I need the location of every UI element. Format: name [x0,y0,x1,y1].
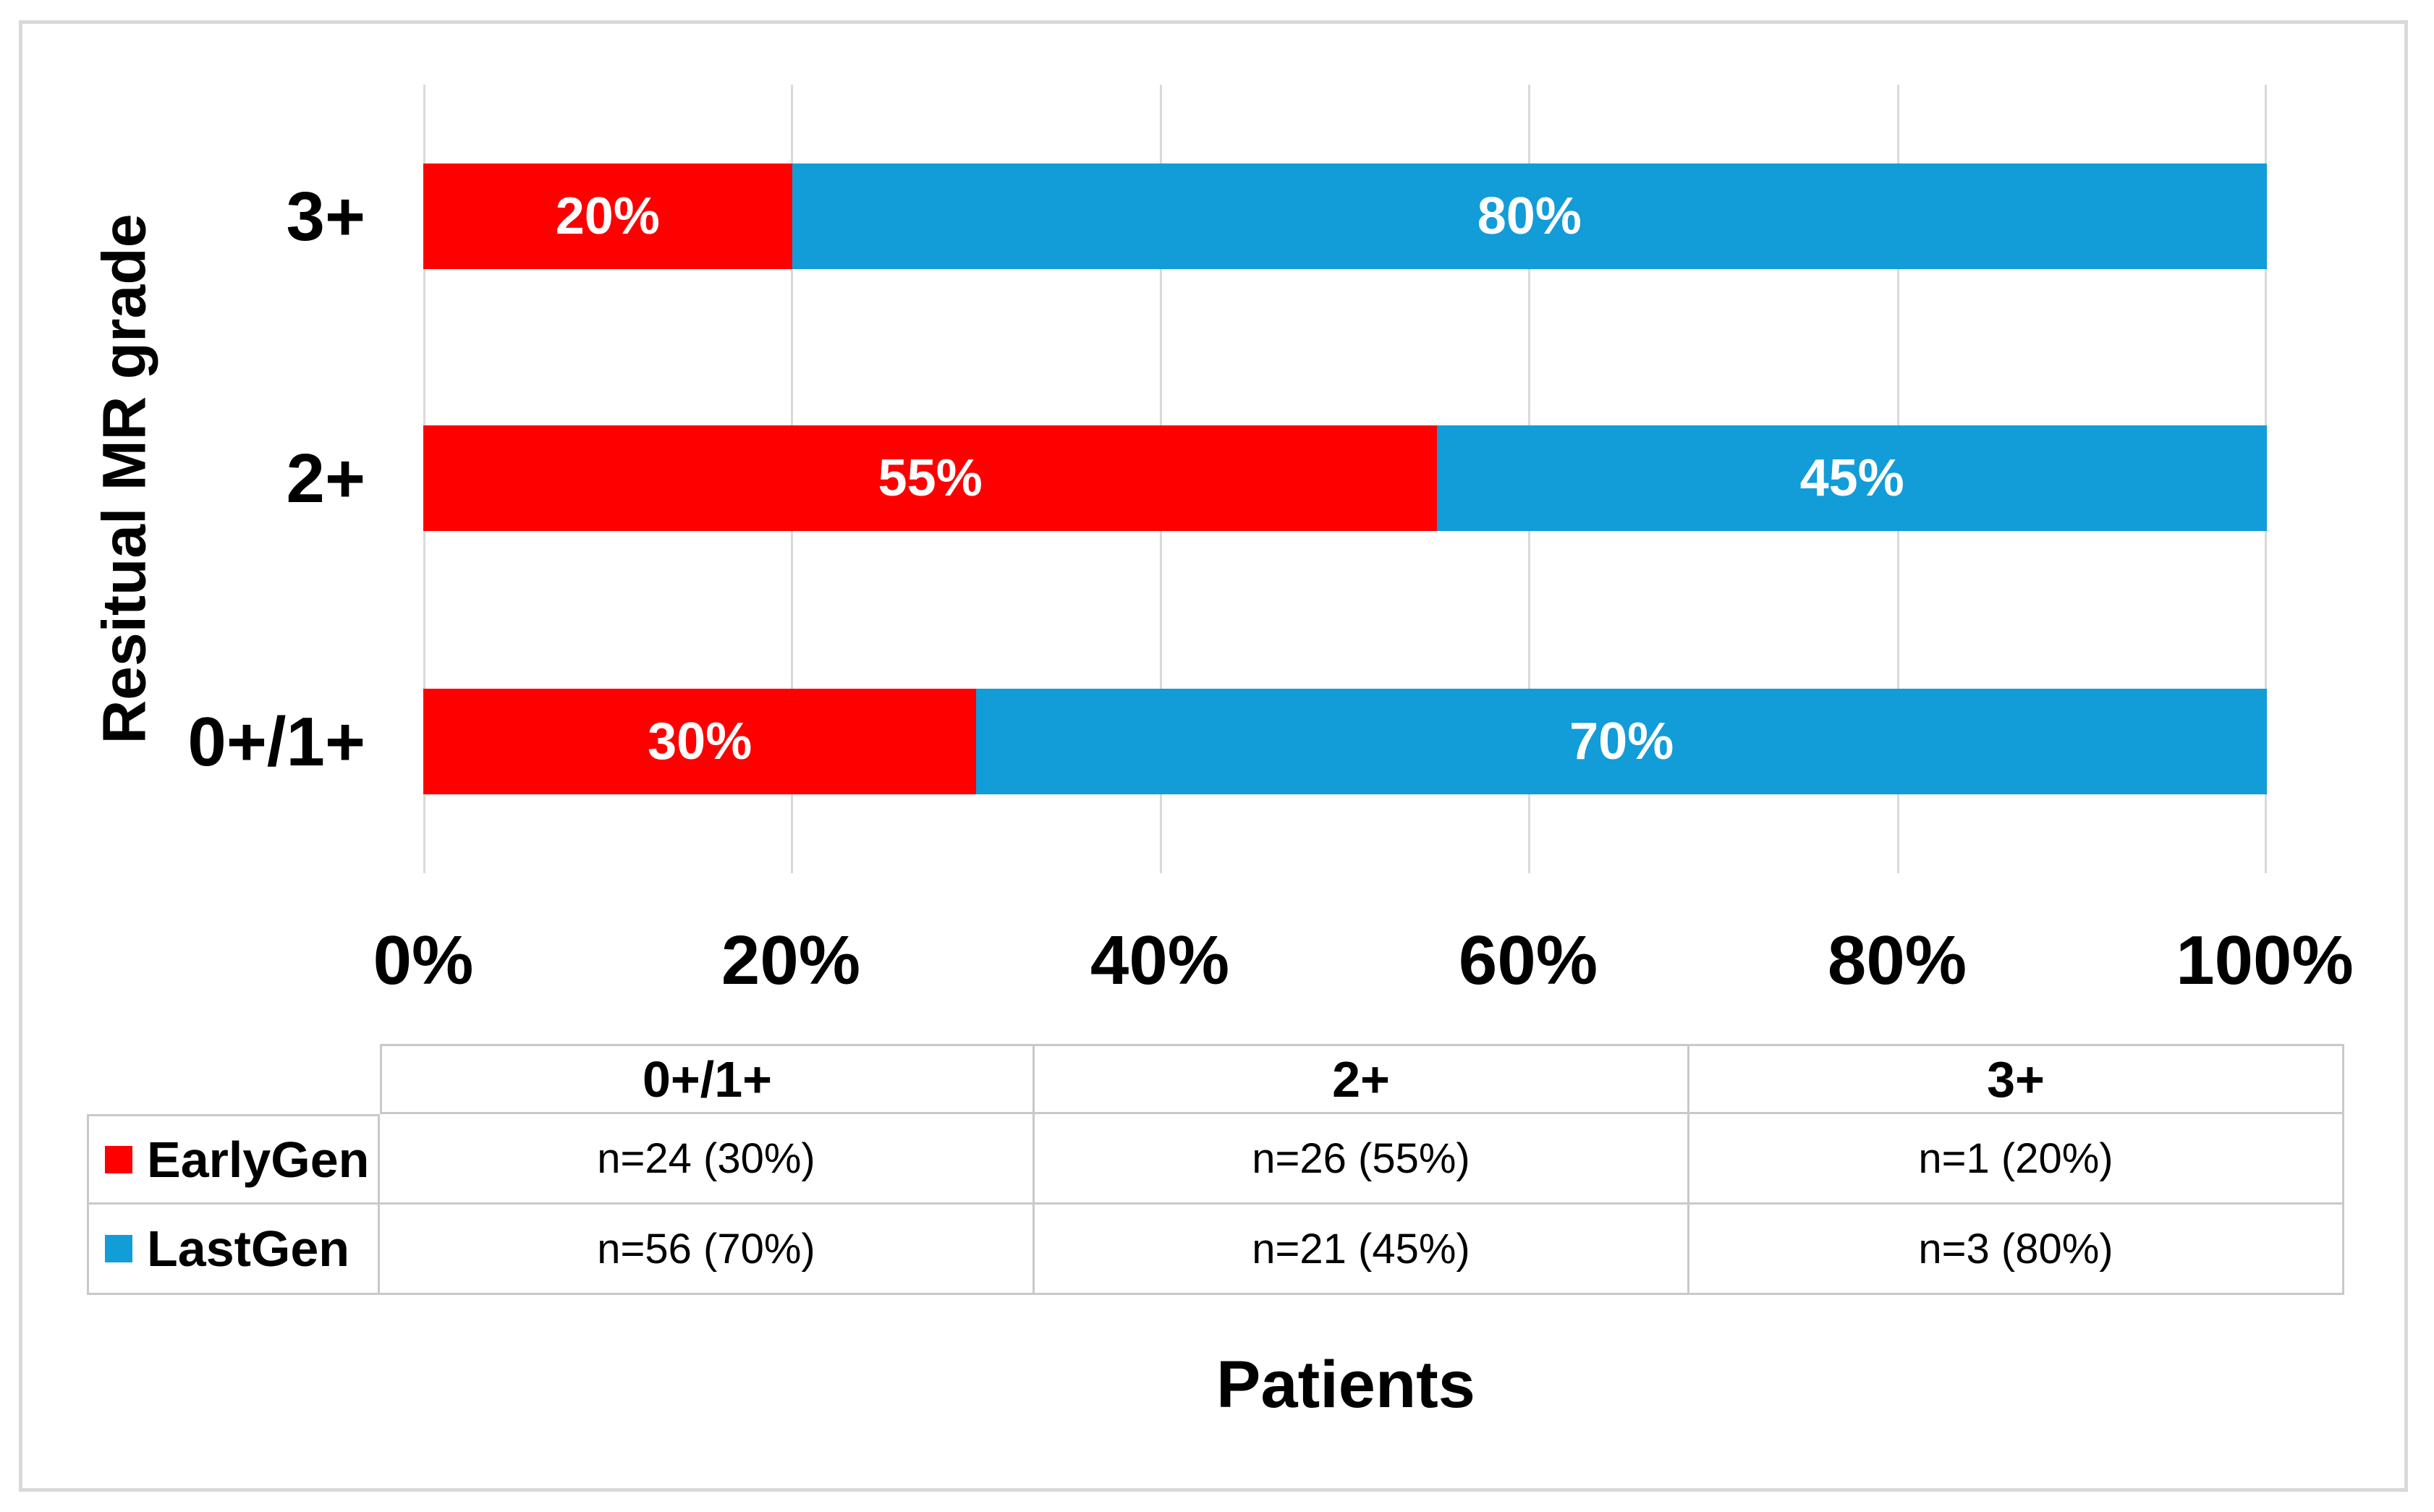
table-cell-lastgen-3plus: n=3 (80%) [1689,1205,2344,1295]
bar-value-label: 70% [1569,713,1674,770]
bar-row-2plus: 55% 45% [423,425,2267,531]
bar-row-3plus: 20% 80% [423,163,2267,269]
table-header-2plus: 2+ [1035,1044,1689,1114]
x-tick-60: 60% [1458,922,1598,999]
x-tick-0: 0% [373,922,474,999]
data-table: 0+/1+ 2+ 3+ EarlyGen n=24 (30%) n=26 (55… [87,1044,2344,1295]
bar-value-label: 30% [648,713,752,770]
category-label-0-1plus: 0+/1+ [187,703,365,781]
bar-value-label: 20% [555,187,660,245]
lastgen-swatch-icon [105,1235,132,1262]
bar-segment-earlygen: 30% [423,689,977,794]
table-cell-earlygen-3plus: n=1 (20%) [1689,1114,2344,1205]
x-tick-100: 100% [2176,922,2354,999]
bar-segment-earlygen: 20% [423,163,792,269]
earlygen-swatch-icon [105,1145,132,1173]
x-tick-80: 80% [1827,922,1967,999]
bar-value-label: 45% [1799,449,1904,507]
bar-segment-lastgen: 45% [1437,425,2267,531]
x-tick-40: 40% [1090,922,1230,999]
legend-item-lastgen: LastGen [87,1205,380,1295]
bar-segment-earlygen: 55% [423,425,1438,531]
x-axis-title: Patients [1216,1348,1475,1422]
bar-segment-lastgen: 80% [792,163,2267,269]
category-label-3plus: 3+ [286,178,365,255]
table-header-3plus: 3+ [1689,1044,2344,1114]
table-cell-lastgen-0-1plus: n=56 (70%) [380,1205,1035,1295]
bar-segment-lastgen: 70% [976,689,2267,794]
bar-row-0-1plus: 30% 70% [423,689,2267,794]
bar-value-label: 55% [878,449,983,507]
table-cell-earlygen-2plus: n=26 (55%) [1035,1114,1689,1205]
table-header-0-1plus: 0+/1+ [380,1044,1035,1114]
table-cell-lastgen-2plus: n=21 (45%) [1035,1205,1689,1295]
bar-value-label: 80% [1477,187,1582,245]
plot-area: 20% 80% 55% 45% 30% 70% [423,85,2267,873]
table-corner-spacer [87,1044,380,1114]
x-tick-20: 20% [721,922,861,999]
table-cell-earlygen-0-1plus: n=24 (30%) [380,1114,1035,1205]
legend-label: LastGen [147,1220,350,1277]
category-label-2plus: 2+ [286,440,365,517]
legend-label: EarlyGen [147,1131,370,1188]
legend-item-earlygen: EarlyGen [87,1114,380,1205]
